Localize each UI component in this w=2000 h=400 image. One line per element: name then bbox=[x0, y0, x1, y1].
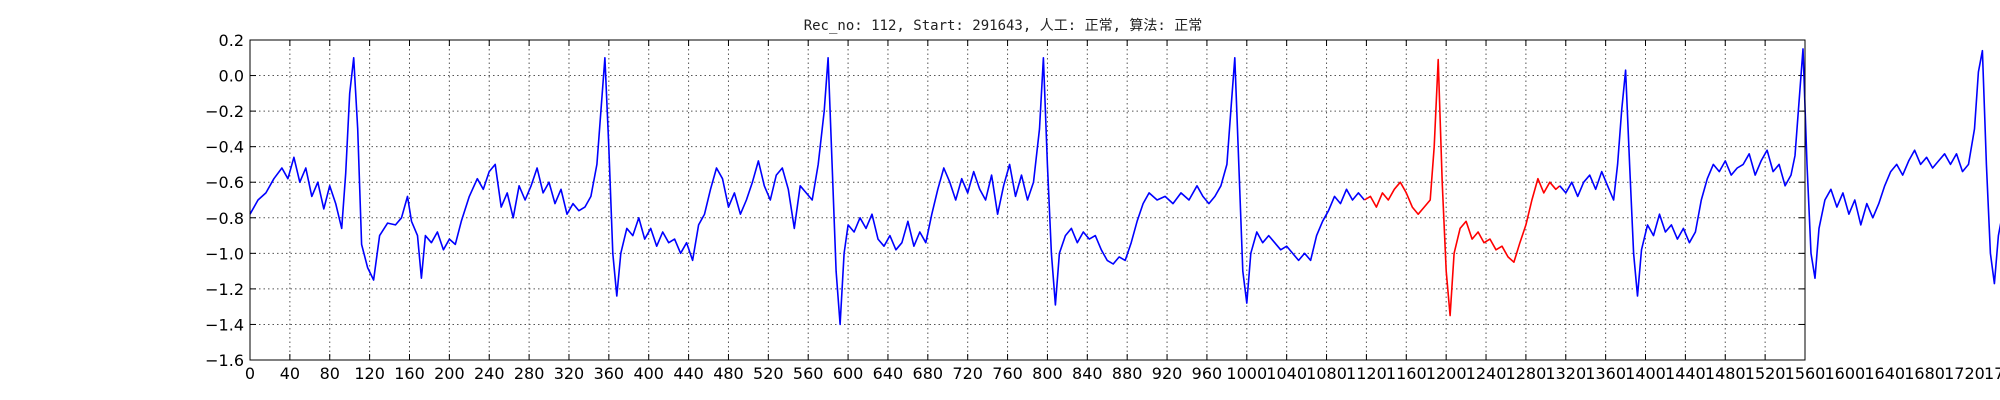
x-tick-label: 560 bbox=[793, 364, 824, 383]
x-tick-label: 720 bbox=[952, 364, 983, 383]
x-tick-label: 1480 bbox=[1705, 364, 1746, 383]
x-tick-label: 1040 bbox=[1266, 364, 1307, 383]
y-tick-label: −0.2 bbox=[205, 102, 244, 121]
x-tick-label: 1000 bbox=[1226, 364, 1267, 383]
x-tick-label: 1120 bbox=[1346, 364, 1387, 383]
series-line-1 bbox=[249, 57, 1366, 326]
x-tick-label: 0 bbox=[245, 364, 255, 383]
chart-title: Rec_no: 112, Start: 291643, 人工: 正常, 算法: … bbox=[804, 18, 1203, 34]
x-tick-label: 80 bbox=[320, 364, 340, 383]
x-axis: 0 40 80 120 160 200 240 280 320 360 400 440 480 520 56… bbox=[245, 364, 2000, 383]
y-tick-label: −1.0 bbox=[205, 244, 244, 263]
x-tick-label: 680 bbox=[913, 364, 944, 383]
x-tick-label: 1400 bbox=[1625, 364, 1666, 383]
x-tick-label: 1440 bbox=[1665, 364, 1706, 383]
x-tick-label: 1760 bbox=[1984, 364, 2000, 383]
x-tick-label: 1080 bbox=[1306, 364, 1347, 383]
x-tick-label: 280 bbox=[514, 364, 545, 383]
axes-frame bbox=[249, 39, 1806, 361]
x-tick-label: 800 bbox=[1032, 364, 1063, 383]
x-tick-label: 240 bbox=[474, 364, 505, 383]
y-tick-label: −1.4 bbox=[205, 315, 244, 334]
x-tick-label: 1200 bbox=[1426, 364, 1467, 383]
x-tick-label: 1320 bbox=[1545, 364, 1586, 383]
x-tick-label: 760 bbox=[992, 364, 1023, 383]
x-tick-label: 480 bbox=[713, 364, 744, 383]
x-tick-label: 520 bbox=[753, 364, 784, 383]
y-tick-label: −1.2 bbox=[205, 280, 244, 299]
x-tick-label: 1560 bbox=[1785, 364, 1826, 383]
x-tick-label: 960 bbox=[1192, 364, 1223, 383]
x-tick-label: 1160 bbox=[1386, 364, 1427, 383]
y-tick-label: −0.8 bbox=[205, 209, 244, 228]
series-line-3 bbox=[1559, 48, 2000, 297]
x-tick-label: 1240 bbox=[1466, 364, 1507, 383]
x-tick-label: 160 bbox=[394, 364, 425, 383]
x-tick-label: 880 bbox=[1112, 364, 1143, 383]
y-tick-label: −0.4 bbox=[205, 138, 244, 157]
x-tick-label: 320 bbox=[554, 364, 585, 383]
x-tick-label: 1360 bbox=[1585, 364, 1626, 383]
x-tick-label: 200 bbox=[434, 364, 465, 383]
x-tick-label: 640 bbox=[873, 364, 904, 383]
y-axis: 0.2 0.0 −0.2 −0.4 −0.6 −0.8 −1.0 −1.2 −1.4 −1.6 bbox=[205, 31, 244, 370]
x-tick-label: 360 bbox=[594, 364, 625, 383]
x-tick-label: 440 bbox=[673, 364, 704, 383]
plot-area bbox=[249, 48, 2000, 326]
x-tick-label: 400 bbox=[633, 364, 664, 383]
x-tick-label: 1680 bbox=[1904, 364, 1945, 383]
x-tick-label: 1520 bbox=[1745, 364, 1786, 383]
x-tick-label: 1720 bbox=[1944, 364, 1985, 383]
x-tick-label: 1280 bbox=[1506, 364, 1547, 383]
series-line-2 bbox=[1363, 58, 1561, 317]
x-tick-label: 1600 bbox=[1825, 364, 1866, 383]
x-tick-label: 600 bbox=[833, 364, 864, 383]
x-tick-label: 1640 bbox=[1864, 364, 1905, 383]
x-tick-label: 840 bbox=[1072, 364, 1103, 383]
y-tick-label: −0.6 bbox=[205, 173, 244, 192]
x-tick-label: 920 bbox=[1152, 364, 1183, 383]
y-tick-label: 0.0 bbox=[219, 67, 244, 86]
y-tick-label: 0.2 bbox=[219, 31, 244, 50]
y-tick-label: −1.6 bbox=[205, 351, 244, 370]
grid-lines bbox=[250, 40, 1805, 360]
x-tick-label: 40 bbox=[280, 364, 300, 383]
x-tick-label: 120 bbox=[354, 364, 385, 383]
